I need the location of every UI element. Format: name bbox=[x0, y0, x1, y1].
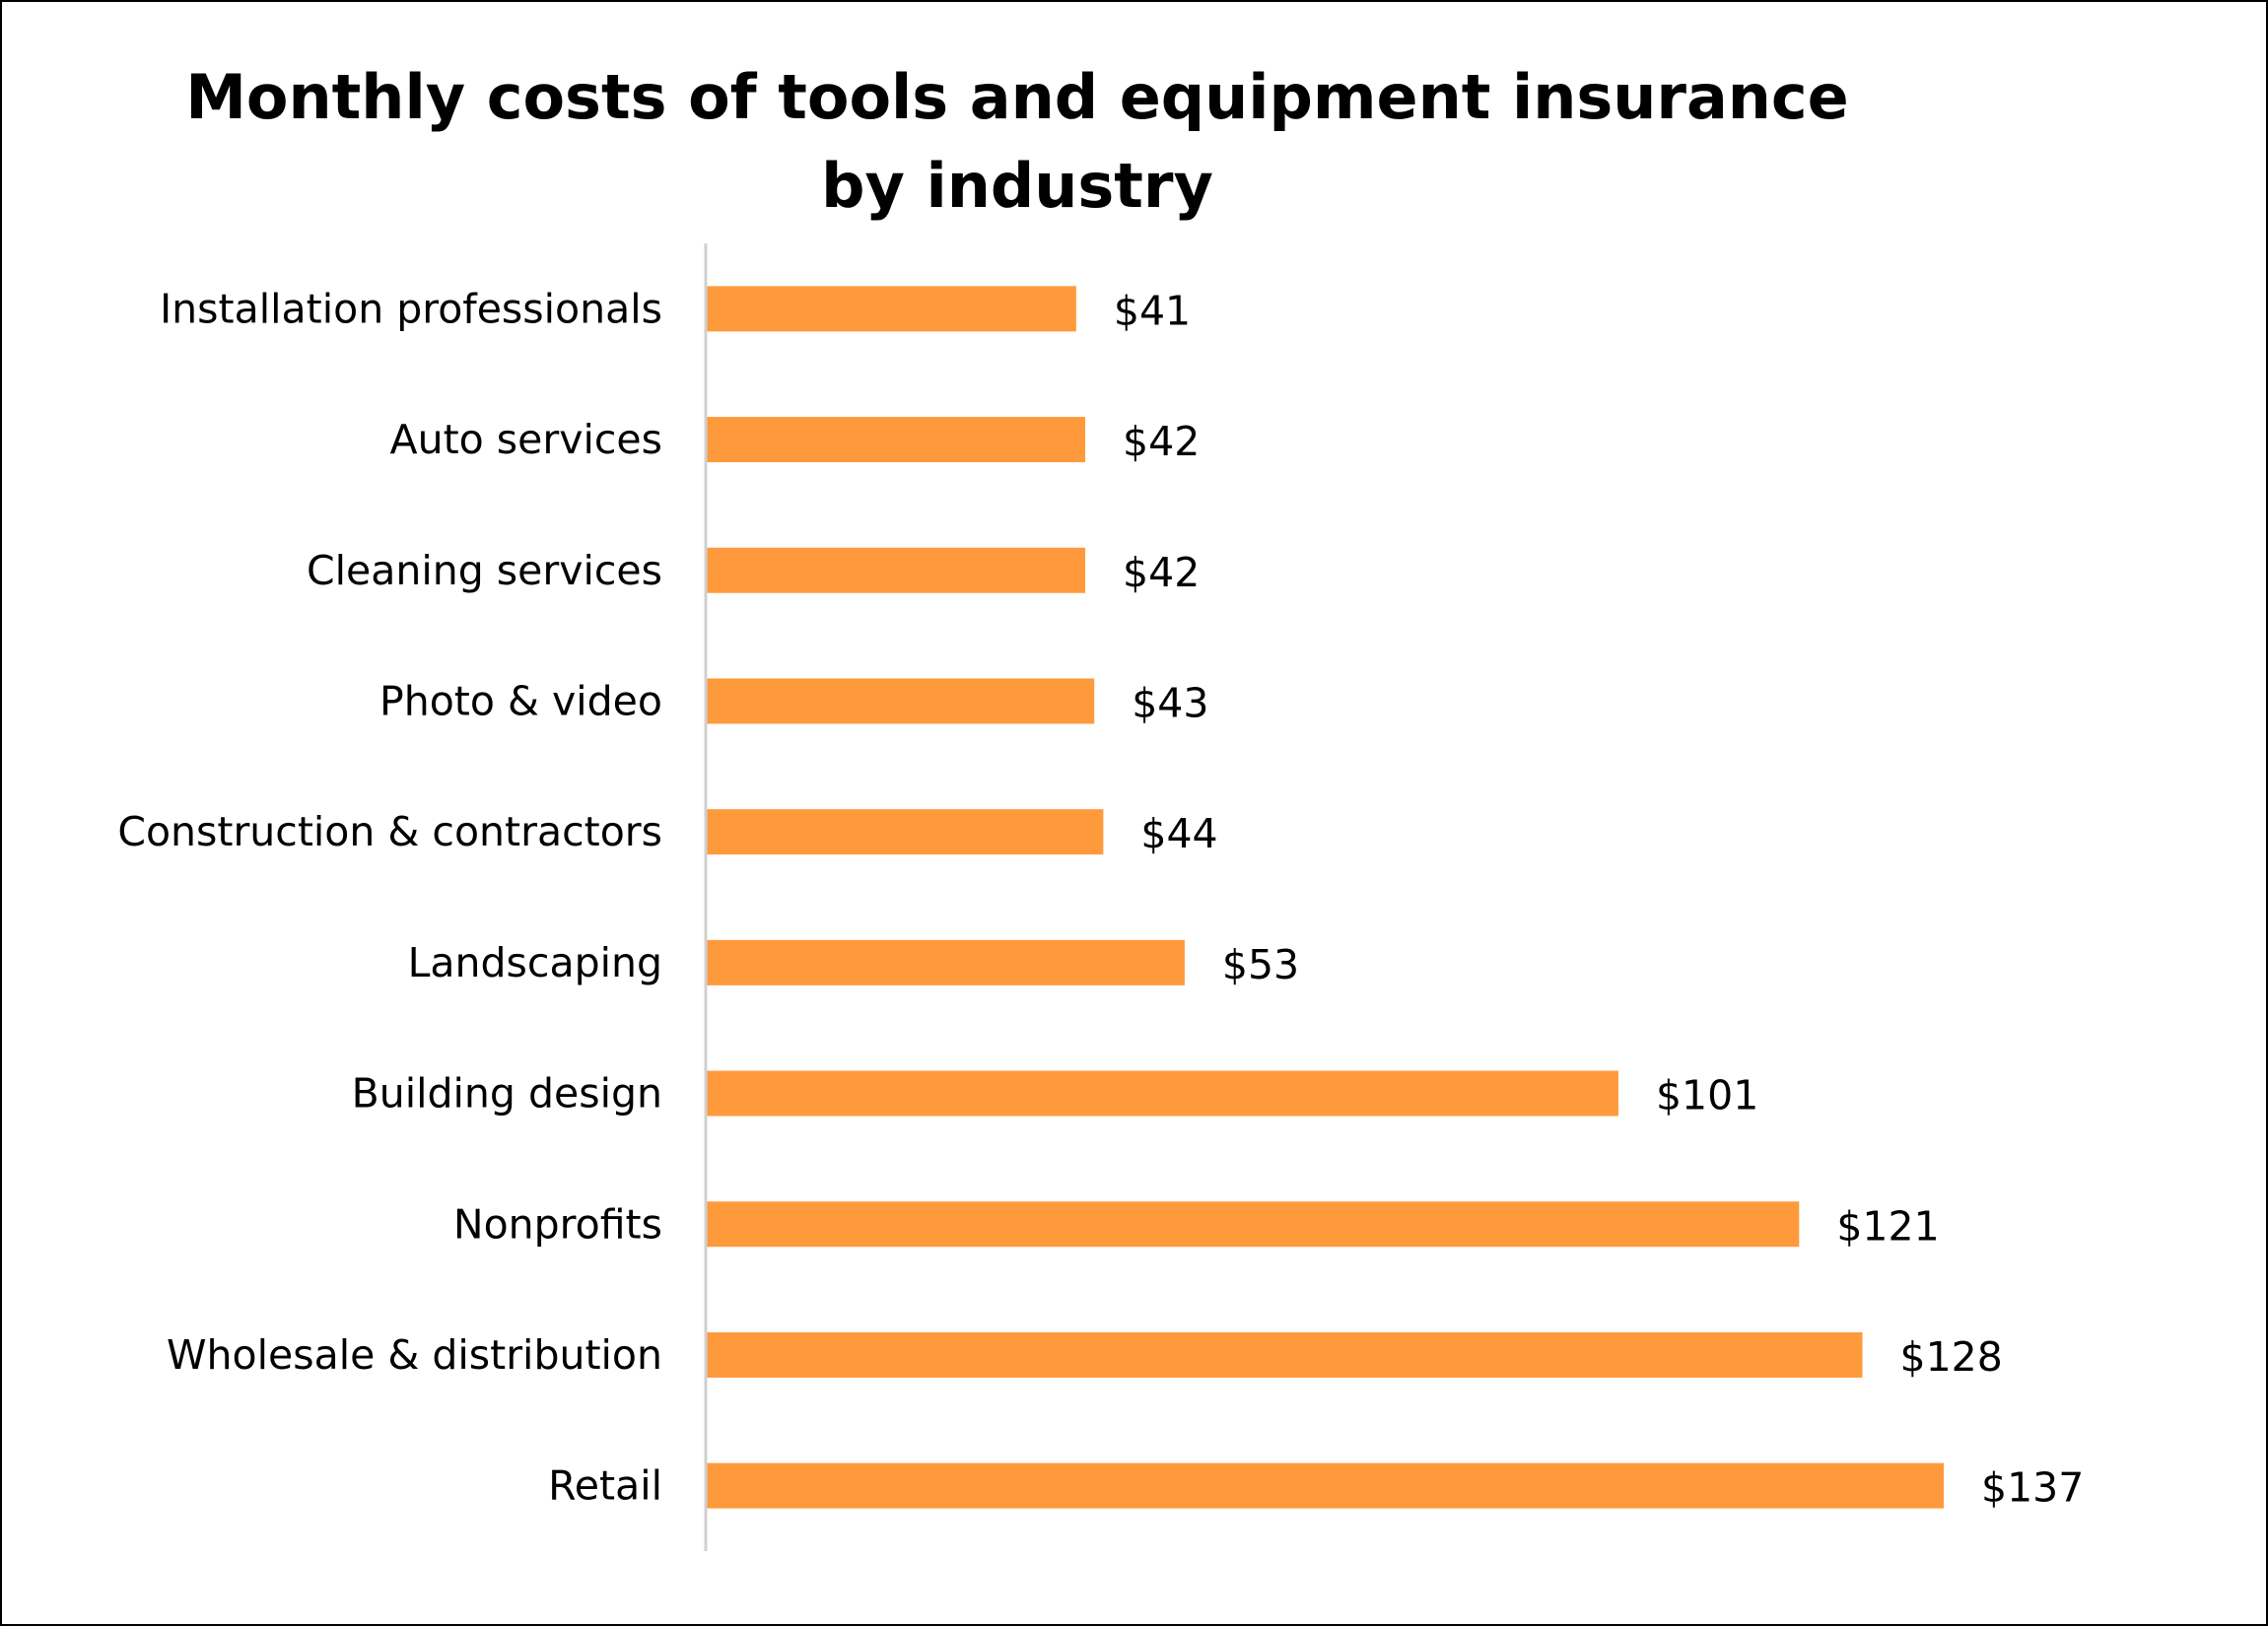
category-label: Nonprofits bbox=[453, 1200, 662, 1248]
value-labels: $41 $42 $42 $43 $44 $53 $101 $121 $128 $137 bbox=[1114, 287, 2084, 1511]
data-label: $137 bbox=[1981, 1464, 2084, 1512]
category-label: Wholesale & distribution bbox=[167, 1331, 662, 1379]
category-labels: Installation professionals Auto services C… bbox=[117, 285, 662, 1509]
bar bbox=[706, 1070, 1618, 1117]
bar bbox=[706, 1331, 1863, 1378]
bar bbox=[706, 939, 1185, 985]
data-label: $43 bbox=[1132, 679, 1208, 726]
data-label: $42 bbox=[1123, 549, 1200, 596]
data-label: $53 bbox=[1222, 941, 1299, 988]
chart-title: Monthly costs of tools and equipment ins… bbox=[185, 61, 1849, 222]
category-label: Photo & video bbox=[379, 677, 662, 724]
data-label: $128 bbox=[1899, 1333, 2002, 1381]
bars-layer bbox=[706, 286, 1944, 1509]
category-label: Retail bbox=[548, 1462, 662, 1510]
bar bbox=[706, 1462, 1944, 1509]
data-label: $41 bbox=[1114, 287, 1191, 334]
category-label: Auto services bbox=[390, 416, 662, 463]
bar bbox=[706, 547, 1086, 593]
bar bbox=[706, 1201, 1800, 1248]
bar bbox=[706, 809, 1104, 855]
bar bbox=[706, 678, 1095, 724]
bar bbox=[706, 286, 1076, 332]
data-label: $101 bbox=[1656, 1072, 1758, 1119]
data-label: $121 bbox=[1836, 1202, 1939, 1250]
data-label: $42 bbox=[1123, 418, 1200, 465]
category-label: Building design bbox=[352, 1070, 662, 1118]
bar bbox=[706, 417, 1086, 463]
category-label: Landscaping bbox=[408, 939, 662, 986]
category-label: Construction & contractors bbox=[117, 808, 662, 855]
data-label: $44 bbox=[1140, 810, 1217, 857]
category-label: Cleaning services bbox=[307, 547, 662, 594]
category-label: Installation professionals bbox=[160, 285, 662, 332]
